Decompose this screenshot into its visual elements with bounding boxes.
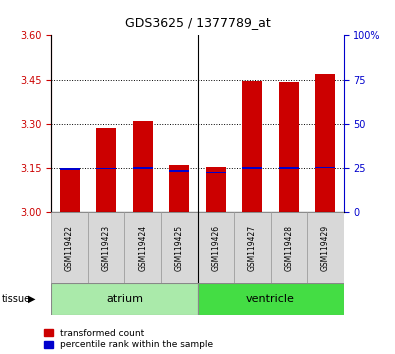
FancyBboxPatch shape bbox=[51, 212, 88, 283]
Text: GSM119429: GSM119429 bbox=[321, 225, 330, 271]
Text: tissue: tissue bbox=[2, 294, 31, 304]
Bar bbox=[133, 121, 153, 212]
Text: GSM119424: GSM119424 bbox=[138, 225, 147, 271]
Bar bbox=[315, 166, 335, 168]
Text: GSM119422: GSM119422 bbox=[65, 225, 74, 271]
Text: GSM119425: GSM119425 bbox=[175, 225, 184, 271]
Text: GSM119423: GSM119423 bbox=[102, 225, 111, 271]
Bar bbox=[96, 129, 116, 212]
Bar bbox=[133, 167, 153, 169]
Text: ventricle: ventricle bbox=[246, 294, 295, 304]
Text: ▶: ▶ bbox=[28, 294, 36, 304]
Bar bbox=[169, 165, 189, 212]
Text: GSM119427: GSM119427 bbox=[248, 225, 257, 271]
Text: atrium: atrium bbox=[106, 294, 143, 304]
FancyBboxPatch shape bbox=[51, 283, 198, 315]
Bar bbox=[96, 168, 116, 170]
Bar bbox=[279, 167, 299, 169]
Bar bbox=[206, 172, 226, 173]
Bar bbox=[242, 81, 262, 212]
Text: GSM119426: GSM119426 bbox=[211, 225, 220, 271]
Bar bbox=[206, 167, 226, 212]
Text: GDS3625 / 1377789_at: GDS3625 / 1377789_at bbox=[125, 16, 270, 29]
Bar bbox=[279, 82, 299, 212]
FancyBboxPatch shape bbox=[124, 212, 161, 283]
Bar bbox=[60, 170, 80, 212]
Bar bbox=[242, 167, 262, 169]
FancyBboxPatch shape bbox=[198, 283, 344, 315]
Text: GSM119428: GSM119428 bbox=[284, 225, 293, 271]
Bar bbox=[60, 168, 80, 170]
FancyBboxPatch shape bbox=[234, 212, 271, 283]
Bar bbox=[169, 170, 189, 172]
Bar bbox=[315, 74, 335, 212]
FancyBboxPatch shape bbox=[161, 212, 198, 283]
FancyBboxPatch shape bbox=[271, 212, 307, 283]
Legend: transformed count, percentile rank within the sample: transformed count, percentile rank withi… bbox=[44, 329, 213, 349]
FancyBboxPatch shape bbox=[307, 212, 344, 283]
FancyBboxPatch shape bbox=[88, 212, 124, 283]
FancyBboxPatch shape bbox=[198, 212, 234, 283]
